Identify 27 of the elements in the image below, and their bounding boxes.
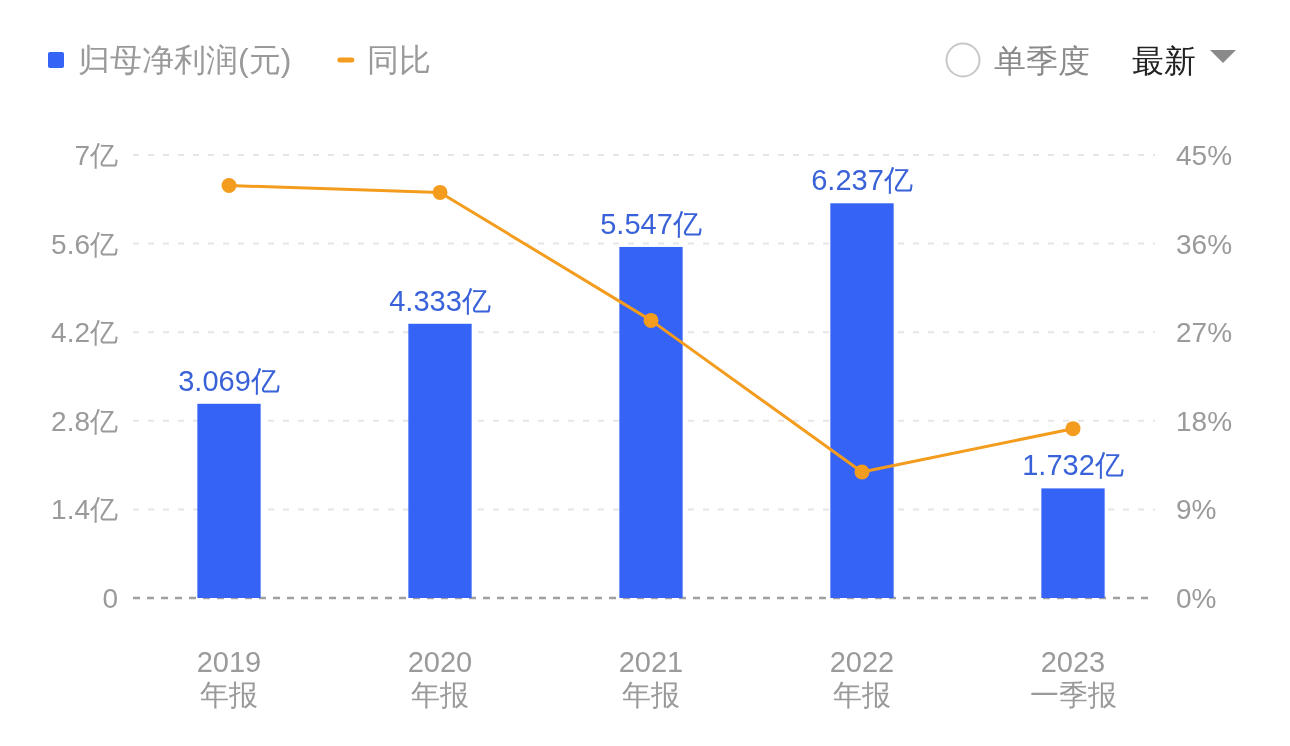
y2-tick-label: 36% bbox=[1176, 228, 1233, 260]
y-tick-label: 5.6亿 bbox=[51, 228, 118, 260]
y2-tick-label: 45% bbox=[1176, 140, 1233, 171]
x-tick-label: 2020 年报 bbox=[407, 646, 473, 711]
y-tick-label: 1.4亿 bbox=[51, 494, 118, 526]
y2-tick-label: 9% bbox=[1176, 494, 1217, 526]
y-tick-label: 2.8亿 bbox=[51, 405, 118, 437]
y2-tick-label: 27% bbox=[1176, 317, 1233, 349]
data-label: 1.732亿 bbox=[1022, 449, 1124, 482]
legend: 归母净利润(元) 同比 bbox=[48, 42, 432, 78]
data-label: 4.333亿 bbox=[389, 284, 491, 317]
text: 单季度 bbox=[994, 43, 1090, 79]
data-label: 6.237亿 bbox=[811, 164, 913, 197]
y2-tick-label: 0% bbox=[1176, 583, 1217, 614]
x-tick-label: 2019 年报 bbox=[196, 646, 262, 711]
y-tick-label: 7亿 bbox=[74, 140, 118, 171]
legend-label: 同比 bbox=[367, 42, 432, 78]
legend-label: 归母净利润(元) bbox=[78, 42, 292, 78]
data-label: 5.547亿 bbox=[600, 207, 702, 240]
x-tick-label: 2022 年报 bbox=[829, 646, 895, 711]
y-tick-label: 0 bbox=[102, 583, 118, 614]
data-label: 3.069亿 bbox=[178, 364, 280, 397]
text: 最新 bbox=[1132, 43, 1196, 79]
y2-tick-label: 18% bbox=[1176, 405, 1233, 437]
y-tick-label: 4.2亿 bbox=[51, 317, 118, 349]
x-tick-label: 2023 一季报 bbox=[1029, 646, 1117, 711]
x-tick-label: 2021 年报 bbox=[618, 646, 684, 711]
